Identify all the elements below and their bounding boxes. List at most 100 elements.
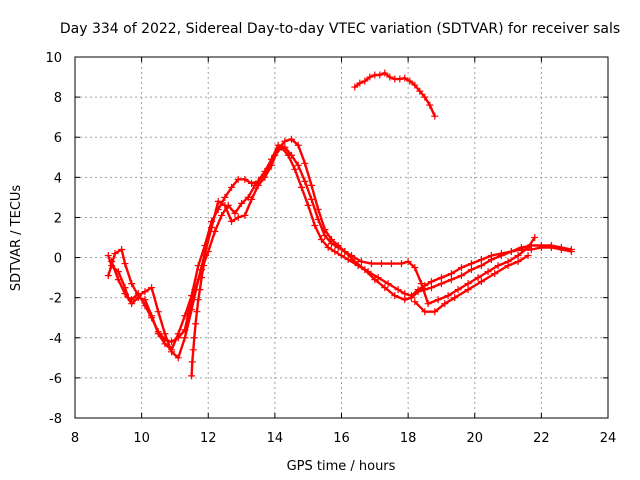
data-point [477,256,485,264]
data-point [128,280,136,288]
data-point [524,244,532,252]
y-tick-label: -8 [49,412,62,427]
data-point [104,252,112,260]
data-point [524,252,532,260]
data-point [188,358,196,366]
data-point [371,276,379,284]
data-point [148,284,156,292]
data-point [531,234,539,241]
x-tick-label: 12 [200,431,217,446]
data-point [188,292,196,300]
x-tick-label: 24 [600,431,617,446]
x-tick-label: 22 [533,431,550,446]
data-point [391,292,399,300]
series-layer [104,69,575,380]
data-point [121,290,129,298]
data-point [193,308,201,316]
data-point [384,280,392,288]
data-point [411,264,419,272]
data-point [288,151,296,159]
x-tick-label: 18 [400,431,417,446]
data-point [557,244,565,252]
data-point [308,195,316,203]
data-point [241,211,249,219]
data-point [417,280,425,288]
data-point [334,244,342,252]
data-point [351,258,359,266]
data-point [188,372,196,380]
x-tick-label: 10 [133,431,150,446]
data-point [301,177,309,185]
data-point [211,227,219,235]
data-point [154,330,162,338]
data-point [377,260,385,268]
x-tick-label: 20 [466,431,483,446]
data-point [411,81,419,89]
data-point [214,205,222,213]
data-point [114,276,122,284]
data-point [357,258,365,266]
data-point [248,179,256,187]
y-tick-label: 6 [54,131,62,146]
data-point [421,308,429,316]
data-point [434,296,442,304]
data-point [431,308,439,316]
data-point [406,77,414,85]
data-point [228,217,236,225]
data-point [291,165,299,173]
data-point [447,270,455,278]
data-point [414,288,422,296]
data-point [218,211,226,219]
data-point [174,354,182,362]
data-point [381,284,389,292]
data-point [221,201,229,209]
y-tick-label: 0 [54,252,62,267]
data-point [427,284,435,292]
data-point [424,300,432,308]
data-point [344,256,352,264]
data-point [427,278,435,286]
data-point [281,137,289,145]
data-point [467,260,475,268]
data-point [504,262,512,270]
data-point [198,274,206,282]
y-tick-label: -2 [49,292,62,307]
y-tick-label: 2 [54,211,62,226]
data-point [261,167,269,175]
data-point [148,312,156,320]
data-point [547,242,555,250]
data-point [421,93,429,101]
data-point [192,320,200,328]
data-point [356,79,364,87]
data-point [168,346,176,354]
x-tick-label: 16 [333,431,350,446]
data-point [386,73,394,81]
data-point [407,294,415,302]
data-point [231,209,239,217]
data-point [181,312,189,320]
data-point [484,268,492,276]
data-point [188,306,196,314]
x-axis-label: GPS time / hours [287,459,396,474]
data-point [268,155,276,163]
data-point [396,75,404,83]
data-point [477,278,485,286]
data-point [190,334,198,342]
data-point [404,258,412,266]
data-point [304,201,312,209]
x-tick-label: 14 [267,431,284,446]
data-point [464,280,472,288]
data-point [121,260,129,268]
data-point [376,71,384,79]
data-point [507,248,515,256]
data-point [141,296,149,304]
data-point [248,195,256,203]
data-point [397,260,405,268]
data-point [487,256,495,264]
data-point [451,294,459,302]
data-point [238,199,246,207]
data-point [288,135,296,143]
data-point [366,73,374,81]
data-point [441,300,449,308]
